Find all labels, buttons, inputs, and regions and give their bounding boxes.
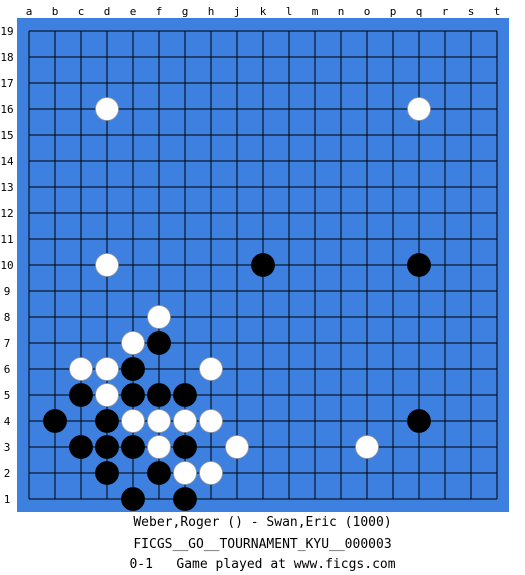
white-stone-h2 <box>199 461 223 485</box>
black-stone-d2 <box>95 461 119 485</box>
white-stone-q16 <box>407 97 431 121</box>
black-stone-c5 <box>69 383 93 407</box>
row-label-13: 13 <box>0 181 13 194</box>
black-stone-g3 <box>173 435 197 459</box>
column-label-b: b <box>52 5 59 18</box>
white-stone-h6 <box>199 357 223 381</box>
column-label-g: g <box>182 5 189 18</box>
white-stone-f4 <box>147 409 171 433</box>
white-stone-g4 <box>173 409 197 433</box>
black-stone-f2 <box>147 461 171 485</box>
row-label-11: 11 <box>0 233 13 246</box>
row-label-2: 2 <box>4 467 11 480</box>
row-label-14: 14 <box>0 155 14 168</box>
black-stone-c3 <box>69 435 93 459</box>
black-stone-f5 <box>147 383 171 407</box>
white-stone-o3 <box>355 435 379 459</box>
column-label-m: m <box>312 5 319 18</box>
white-stone-d16 <box>95 97 119 121</box>
white-stone-d5 <box>95 383 119 407</box>
white-stone-j3 <box>225 435 249 459</box>
column-label-o: o <box>364 5 371 18</box>
row-label-16: 16 <box>0 103 13 116</box>
column-label-c: c <box>78 5 85 18</box>
column-label-d: d <box>104 5 111 18</box>
black-stone-q4 <box>407 409 431 433</box>
stones <box>43 97 431 511</box>
black-stone-e1 <box>121 487 145 511</box>
row-label-4: 4 <box>4 415 11 428</box>
white-stone-d10 <box>95 253 119 277</box>
column-label-j: j <box>234 5 241 18</box>
column-label-e: e <box>130 5 137 18</box>
column-label-p: p <box>390 5 397 18</box>
black-stone-e5 <box>121 383 145 407</box>
white-stone-d6 <box>95 357 119 381</box>
column-label-h: h <box>208 5 215 18</box>
row-label-8: 8 <box>4 311 11 324</box>
white-stone-e7 <box>121 331 145 355</box>
white-stone-h4 <box>199 409 223 433</box>
row-label-5: 5 <box>4 389 11 402</box>
column-label-f: f <box>156 5 163 18</box>
black-stone-e6 <box>121 357 145 381</box>
black-stone-k10 <box>251 253 275 277</box>
white-stone-f8 <box>147 305 171 329</box>
tournament-line: FICGS__GO__TOURNAMENT_KYU__000003 <box>133 537 392 552</box>
row-label-3: 3 <box>4 441 11 454</box>
black-stone-g5 <box>173 383 197 407</box>
row-labels: 19 18 17 16 15 14 13 12 11 10 9 8 7 6 5 4 3 2 1 <box>0 25 14 506</box>
column-label-t: t <box>494 5 501 18</box>
row-label-12: 12 <box>0 207 13 220</box>
row-label-15: 15 <box>0 129 13 142</box>
white-stone-e4 <box>121 409 145 433</box>
row-label-10: 10 <box>0 259 13 272</box>
column-label-k: k <box>260 5 267 18</box>
white-stone-f3 <box>147 435 171 459</box>
row-label-17: 17 <box>0 77 13 90</box>
column-label-s: s <box>468 5 475 18</box>
black-stone-q10 <box>407 253 431 277</box>
column-label-l: l <box>286 5 293 18</box>
row-label-6: 6 <box>4 363 11 376</box>
row-label-9: 9 <box>4 285 11 298</box>
white-stone-c6 <box>69 357 93 381</box>
column-label-n: n <box>338 5 345 18</box>
black-stone-d3 <box>95 435 119 459</box>
column-label-q: q <box>416 5 423 18</box>
row-label-1: 1 <box>4 493 11 506</box>
black-stone-f7 <box>147 331 171 355</box>
column-label-a: a <box>26 5 33 18</box>
row-label-7: 7 <box>4 337 11 350</box>
column-label-r: r <box>442 5 449 18</box>
black-stone-d4 <box>95 409 119 433</box>
black-stone-e3 <box>121 435 145 459</box>
black-stone-g1 <box>173 487 197 511</box>
row-label-18: 18 <box>0 51 13 64</box>
result-line: 0-1 Game played at www.ficgs.com <box>129 557 396 572</box>
white-stone-g2 <box>173 461 197 485</box>
players-line: Weber,Roger () - Swan,Eric (1000) <box>133 515 392 530</box>
black-stone-b4 <box>43 409 67 433</box>
row-label-19: 19 <box>0 25 13 38</box>
